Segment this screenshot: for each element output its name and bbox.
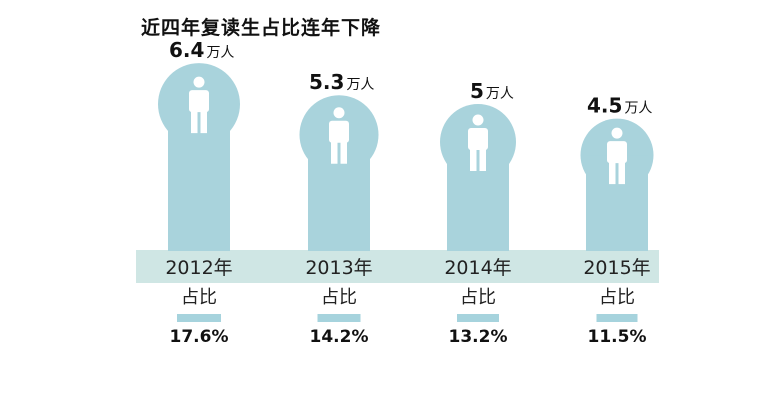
percent-label: 11.5% — [588, 327, 647, 347]
bar — [586, 155, 648, 251]
person-head — [333, 107, 345, 119]
person-head — [472, 114, 484, 126]
share-stripe — [457, 314, 499, 322]
share-label: 占比 — [321, 287, 357, 308]
value-number: 6.4 — [169, 38, 204, 62]
year-label: 2015年 — [583, 257, 650, 279]
value-unit: 万人 — [486, 86, 514, 102]
person-leg-left — [609, 162, 616, 185]
person-head — [193, 76, 205, 88]
value-label: 5.3 万人 — [309, 70, 374, 94]
person-icon — [468, 114, 488, 171]
person-leg-left — [331, 141, 338, 164]
person-leg-right — [200, 111, 207, 134]
percent-label: 17.6% — [170, 327, 229, 347]
share-stripe — [177, 314, 221, 322]
year-label: 2014年 — [444, 257, 511, 279]
value-unit: 万人 — [206, 45, 234, 61]
share-label: 占比 — [460, 287, 496, 308]
bar — [447, 142, 509, 251]
person-leg-left — [191, 111, 198, 134]
bar — [168, 104, 230, 252]
person-icon — [329, 107, 349, 164]
value-number: 4.5 — [587, 94, 622, 118]
value-label: 6.4 万人 — [169, 38, 234, 62]
share-stripe — [596, 314, 638, 322]
value-number: 5.3 — [309, 70, 344, 94]
person-icon — [607, 127, 627, 185]
person-body — [189, 90, 209, 113]
percent-label: 13.2% — [449, 327, 508, 347]
person-leg-right — [618, 162, 625, 185]
year-label: 2012年 — [165, 257, 232, 279]
value-unit: 万人 — [624, 101, 652, 117]
value-label: 5 万人 — [470, 79, 514, 103]
value-number: 5 — [470, 79, 484, 103]
person-body — [607, 141, 627, 164]
person-icon — [189, 76, 209, 134]
person-leg-right — [479, 149, 486, 171]
year-band — [136, 250, 659, 283]
value-label: 4.5 万人 — [587, 94, 652, 118]
share-label: 占比 — [599, 287, 635, 308]
person-body — [468, 128, 488, 150]
chart-title: 近四年复读生占比连年下降 — [141, 17, 382, 39]
value-unit: 万人 — [346, 77, 374, 93]
person-head — [611, 127, 623, 139]
year-label: 2013年 — [305, 257, 372, 279]
person-body — [329, 120, 349, 143]
percent-label: 14.2% — [310, 327, 369, 347]
share-stripe — [317, 314, 361, 322]
person-leg-right — [340, 141, 347, 164]
bar — [308, 134, 370, 251]
person-leg-left — [470, 149, 477, 171]
share-label: 占比 — [181, 287, 217, 308]
